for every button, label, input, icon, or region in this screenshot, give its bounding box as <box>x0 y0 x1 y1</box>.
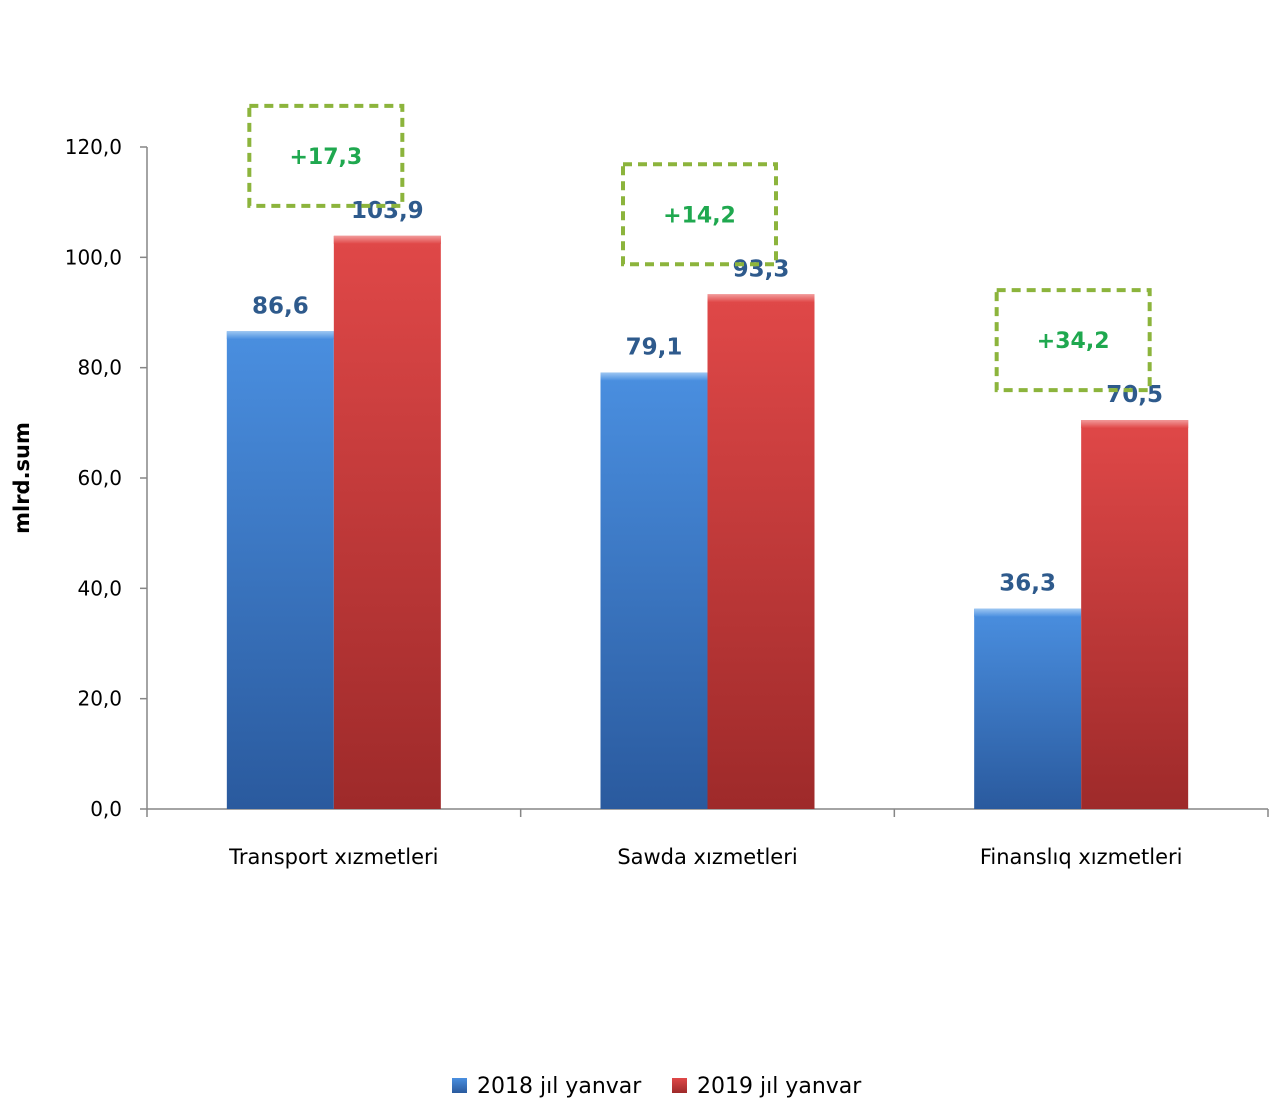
bar-value-label: 36,3 <box>999 571 1056 597</box>
difference-label: +34,2 <box>1037 329 1110 354</box>
bar-series2 <box>1081 420 1189 809</box>
bar-value-label: 70,5 <box>1106 382 1163 408</box>
difference-annotations: +17,3 +14,2 +34,2 <box>247 103 1152 393</box>
legend-label: 2018 jıl yanvar <box>477 1074 642 1099</box>
y-tick-label: 100,0 <box>65 245 122 269</box>
bar-value-label: 79,1 <box>626 335 683 361</box>
legend-swatch <box>452 1078 467 1093</box>
bar-highlight <box>1081 420 1189 429</box>
y-tick-label: 80,0 <box>77 356 122 380</box>
bar-series2 <box>707 294 815 809</box>
bar-series2 <box>333 235 441 809</box>
x-axis: Transport xızmetleri Sawda xızmetleri Fina… <box>146 808 1269 869</box>
bar-series1 <box>600 372 708 809</box>
category-label: Transport xızmetleri <box>228 845 438 869</box>
bar-highlight <box>707 294 815 303</box>
legend-swatch <box>672 1078 687 1093</box>
difference-box <box>247 103 405 208</box>
bar-series1 <box>974 608 1082 809</box>
y-tick-label: 60,0 <box>77 466 122 490</box>
y-axis-label: mlrd.sum <box>10 422 34 534</box>
difference-box <box>621 162 778 267</box>
bar-highlight <box>226 331 334 340</box>
y-tick-label: 40,0 <box>77 576 122 600</box>
y-tick-label: 120,0 <box>65 135 122 159</box>
category-label: Finanslıq xızmetleri <box>980 845 1183 869</box>
difference-label: +17,3 <box>289 145 362 170</box>
value-labels: 86,6 79,1 36,3 103,9 93,3 70,5 <box>252 198 1163 597</box>
difference-box <box>994 288 1152 393</box>
y-axis: 0,0 20,0 40,0 60,0 80,0 100,0 120,0 <box>65 135 148 821</box>
y-tick-label: 0,0 <box>90 797 122 821</box>
bar-value-label: 86,6 <box>252 293 309 319</box>
bar-highlight <box>974 608 1082 617</box>
difference-label: +14,2 <box>663 203 736 228</box>
bars <box>226 235 1189 809</box>
bar-highlight <box>333 235 441 244</box>
bar-series1 <box>226 331 334 809</box>
legend-label: 2019 jıl yanvar <box>697 1074 862 1099</box>
legend: 2018 jıl yanvar 2019 jıl yanvar <box>452 1074 862 1099</box>
bar-highlight <box>600 372 708 381</box>
bar-value-label: 103,9 <box>351 198 424 224</box>
bar-value-label: 93,3 <box>733 256 790 282</box>
y-tick-label: 20,0 <box>77 687 122 711</box>
category-label: Sawda xızmetleri <box>617 845 797 869</box>
